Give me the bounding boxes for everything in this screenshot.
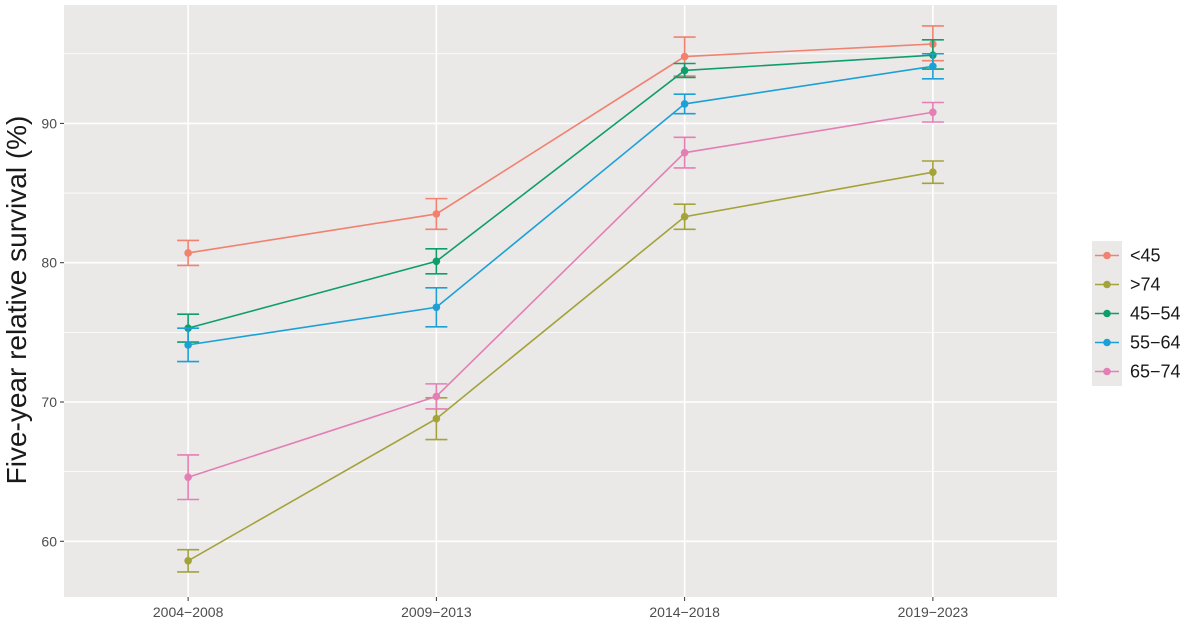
legend-label: 65−74 [1130, 362, 1181, 382]
legend-item: 55−64 [1095, 333, 1181, 353]
data-point [680, 52, 689, 61]
legend-key-point [1103, 309, 1111, 318]
data-point [432, 392, 441, 401]
data-point [680, 66, 689, 75]
y-axis-ticks: 60 70 80 90 [41, 115, 64, 549]
data-point [432, 210, 441, 218]
legend: <45 >74 45−54 55−64 65−74 [1092, 241, 1181, 386]
data-point [680, 100, 689, 108]
series-line [188, 65, 933, 346]
data-point [184, 249, 192, 257]
data-point [184, 556, 192, 565]
y-tick-label: 60 [41, 533, 57, 549]
series-layer [177, 25, 944, 573]
data-point [184, 473, 192, 482]
data-point [929, 62, 937, 71]
series-4 [177, 101, 944, 501]
legend-item: 65−74 [1095, 362, 1181, 382]
legend-key-point [1103, 280, 1111, 289]
legend-item: 45−54 [1095, 304, 1181, 324]
legend-item: >74 [1095, 275, 1161, 295]
grid-minor [64, 53, 1057, 473]
legend-item: <45 [1095, 246, 1161, 266]
legend-label: 45−54 [1130, 304, 1181, 324]
data-point [184, 341, 192, 349]
y-tick-label: 70 [41, 394, 57, 410]
series-line [187, 54, 933, 329]
legend-label: >74 [1130, 275, 1161, 295]
legend-label: 55−64 [1130, 333, 1181, 353]
data-point [432, 414, 441, 423]
x-tick-label: 2004−2008 [153, 604, 224, 620]
data-point [432, 257, 441, 266]
data-point [929, 168, 937, 176]
series-line [188, 43, 933, 254]
data-point [432, 303, 441, 312]
y-tick-label: 80 [41, 255, 57, 271]
legend-key-point [1103, 251, 1111, 260]
series-line [187, 171, 934, 562]
series-3 [177, 52, 944, 363]
legend-key-point [1103, 367, 1111, 376]
series-line [187, 111, 934, 478]
plot-panel [64, 5, 1057, 597]
x-axis-ticks: 2004−2008 2009−2013 2014−2018 2019−2023 [153, 597, 968, 620]
y-axis-title: Five-year relative survival (%) [1, 116, 32, 485]
data-point [929, 108, 937, 117]
x-tick-label: 2009−2013 [401, 604, 472, 620]
y-tick-label: 90 [41, 115, 57, 131]
legend-key-point [1103, 338, 1111, 347]
x-tick-label: 2019−2023 [898, 604, 969, 620]
legend-label: <45 [1130, 246, 1161, 266]
x-tick-label: 2014−2018 [649, 604, 720, 620]
data-point [680, 148, 689, 157]
data-point [680, 212, 689, 221]
